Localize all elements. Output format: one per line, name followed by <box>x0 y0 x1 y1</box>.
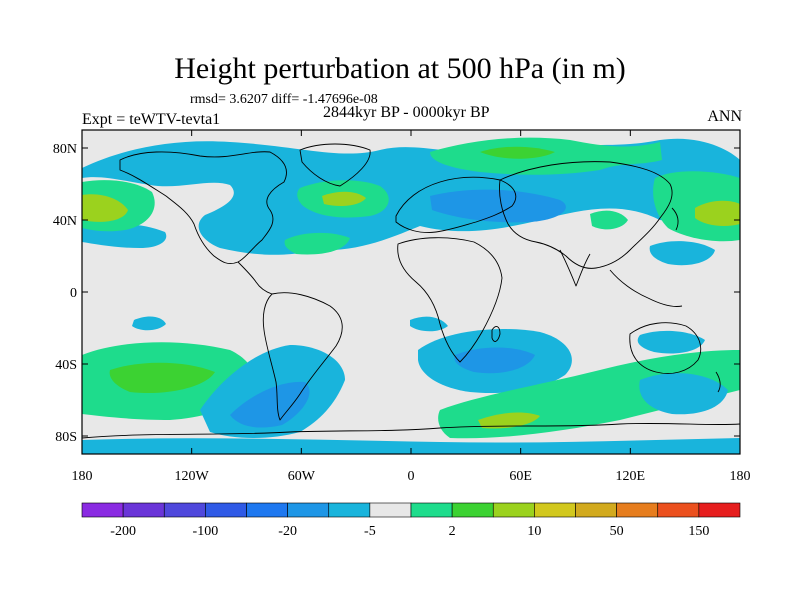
field-positive-arctic-core <box>480 146 555 159</box>
coast-europe <box>395 176 517 233</box>
field-negative-indian-ocean <box>639 373 728 415</box>
lon-tick-label: 60W <box>288 469 316 484</box>
coast-australia <box>629 322 702 374</box>
colorbar-swatch <box>451 502 494 518</box>
field-negative-tropical-pacific2 <box>132 316 166 331</box>
colorbar-label: -100 <box>193 524 219 539</box>
coast-new-zealand <box>715 371 721 393</box>
season-label: ANN <box>707 108 742 125</box>
latitude-axis: 80N 40N 0 40S 80S <box>53 142 740 445</box>
field-positive-greenland <box>284 232 350 255</box>
colorbar-swatch <box>81 502 124 518</box>
colorbar-swatch <box>205 502 247 518</box>
coast-southeast-asia <box>609 269 683 307</box>
coast-asia <box>499 161 673 269</box>
colorbar-swatch <box>575 502 617 518</box>
colorbar-swatch <box>163 502 206 518</box>
colorbar-label: -20 <box>278 524 297 539</box>
colorbar-swatch <box>369 502 412 518</box>
coast-india <box>559 249 591 287</box>
colorbar-swatch <box>616 502 659 518</box>
period-label: 2844kyr BP - 0000kyr BP <box>323 104 490 121</box>
coast-antarctica <box>82 422 740 439</box>
lon-tick-label: 0 <box>408 469 415 484</box>
colorbar-label: -5 <box>364 524 376 539</box>
lon-tick-label: 120E <box>616 469 646 484</box>
field-layer <box>82 130 740 454</box>
colorbar-swatch <box>492 502 535 518</box>
stats-text: rmsd= 3.6207 diff= -1.47696e-08 <box>190 92 378 107</box>
colorbar-swatch <box>122 502 165 518</box>
coast-africa <box>397 237 503 363</box>
lat-tick-label: 40N <box>53 214 77 229</box>
field-positive-arctic <box>430 137 662 175</box>
colorbar <box>81 502 741 518</box>
lon-tick-label: 180 <box>72 469 93 484</box>
field-negative-australia <box>637 330 705 354</box>
field-negative-south-atlantic-core <box>454 347 535 374</box>
coastlines <box>82 143 740 439</box>
field-negative-tropical-pacific <box>649 241 715 266</box>
lat-tick-label: 0 <box>70 286 77 301</box>
colorbar-label: 10 <box>527 524 541 539</box>
field-positive-south-pacific-core <box>109 362 215 394</box>
colorbar-swatch <box>410 502 453 518</box>
colorbar-swatch <box>534 502 576 518</box>
field-negative-europe <box>430 189 566 223</box>
lat-tick-label: 40S <box>55 358 77 373</box>
colorbar-swatch <box>246 502 288 518</box>
lon-tick-label: 180 <box>730 469 751 484</box>
colorbar-label: 150 <box>688 524 709 539</box>
lat-tick-label: 80S <box>55 430 77 445</box>
field-positive-southern-ocean-core <box>478 412 540 429</box>
coast-madagascar <box>491 326 501 342</box>
coast-japan <box>671 207 679 231</box>
longitude-axis: 180 120W 60W 0 60E 120E 180 <box>72 130 751 484</box>
lat-tick-label: 80N <box>53 142 77 157</box>
field-negative-tropical-atlantic <box>410 316 448 332</box>
field-positive-pacific-east-core <box>695 200 740 226</box>
coast-south-america <box>262 292 343 421</box>
lon-tick-label: 60E <box>509 469 532 484</box>
colorbar-label: -200 <box>110 524 136 539</box>
coast-greenland <box>299 143 371 187</box>
experiment-label: Expt = teWTV-tevta1 <box>82 111 221 128</box>
colorbar-swatch <box>287 502 330 518</box>
field-positive-asia <box>590 210 628 230</box>
coast-north-america <box>119 151 287 265</box>
field-positive-atlantic-core <box>322 191 366 206</box>
field-negative-south-america-core <box>230 381 310 428</box>
colorbar-swatch <box>657 502 700 518</box>
coast-central-america <box>237 261 273 295</box>
colorbar-swatch <box>328 502 371 518</box>
field-negative-antarctic <box>82 438 740 454</box>
field-positive-pacific-west-core <box>82 194 128 222</box>
map-title: Height perturbation at 500 hPa (in m) <box>174 52 626 85</box>
colorbar-label: 50 <box>610 524 624 539</box>
colorbar-swatch <box>698 502 741 518</box>
colorbar-label: 2 <box>449 524 456 539</box>
colorbar-labels: -200 -100 -20 -5 2 10 50 150 <box>110 524 709 539</box>
lon-tick-label: 120W <box>175 469 210 484</box>
